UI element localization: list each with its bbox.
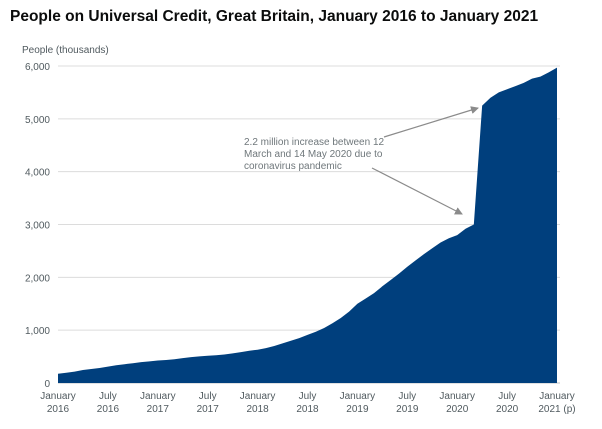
y-tick-label: 4,000 bbox=[25, 168, 50, 179]
x-tick-label: January 2017 bbox=[140, 391, 176, 415]
annotation-text: 2.2 million increase between 12 March and… bbox=[244, 137, 385, 172]
x-tick-label: July 2018 bbox=[296, 391, 319, 415]
y-tick-label: 3,000 bbox=[25, 221, 50, 232]
annotation-arrow-upper bbox=[383, 106, 479, 138]
x-tick-label: July 2017 bbox=[197, 391, 220, 415]
x-tick-label: January 2020 bbox=[439, 391, 475, 415]
x-tick-label: January 2019 bbox=[340, 391, 376, 415]
x-tick-label: January 2016 bbox=[40, 391, 76, 415]
y-tick-label: 2,000 bbox=[25, 273, 50, 284]
x-tick-label: July 2016 bbox=[97, 391, 120, 415]
x-tick-label: July 2020 bbox=[496, 391, 519, 415]
y-tick-label: 5,000 bbox=[25, 115, 50, 126]
y-tick-label: 6,000 bbox=[25, 62, 50, 73]
x-tick-label: July 2019 bbox=[396, 391, 419, 415]
area-series bbox=[58, 67, 557, 383]
x-tick-label: January 2018 bbox=[240, 391, 276, 415]
annotation-arrow-lower bbox=[371, 167, 463, 215]
chart-title: People on Universal Credit, Great Britai… bbox=[10, 8, 539, 25]
y-tick-label: 0 bbox=[44, 379, 50, 390]
x-tick-label: January 2021 (p) bbox=[538, 391, 575, 415]
y-tick-label: 1,000 bbox=[25, 326, 50, 337]
y-axis-label: People (thousands) bbox=[22, 45, 109, 56]
